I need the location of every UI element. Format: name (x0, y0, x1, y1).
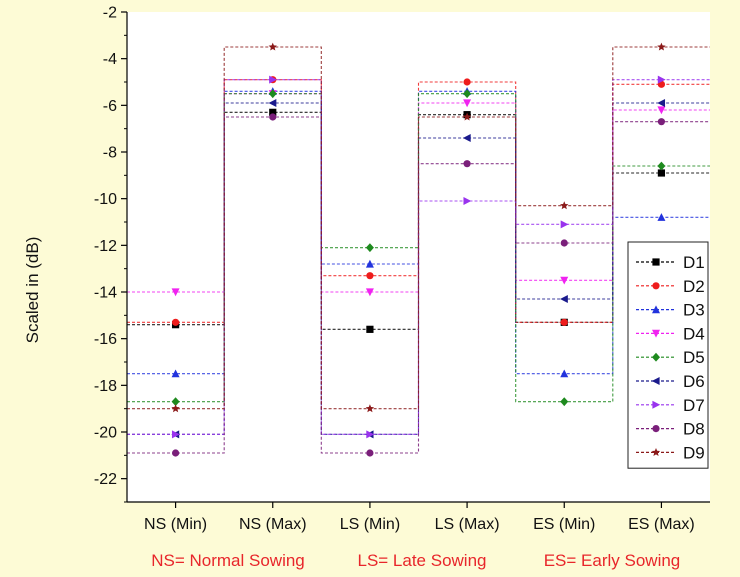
legend-marker-d6 (651, 377, 660, 385)
legend-marker-d3 (652, 305, 660, 314)
legend-marker-d9 (651, 448, 661, 456)
point-d2-4 (463, 78, 471, 86)
point-d7-4 (463, 197, 472, 205)
point-d7-1 (171, 430, 180, 439)
point-d9-3 (365, 404, 375, 413)
point-d4-1 (171, 288, 180, 297)
footnote-2: LS= Late Sowing (357, 551, 486, 570)
y-tick-label: -16 (94, 331, 117, 348)
point-d7-5 (560, 220, 569, 229)
point-d1-6 (657, 169, 666, 177)
legend-label-d6: D6 (683, 372, 705, 391)
y-tick-label: -20 (94, 425, 117, 442)
point-d7-6 (657, 75, 666, 84)
point-d4-3 (365, 288, 374, 297)
legend-label-d7: D7 (683, 396, 705, 415)
point-d5-3 (365, 243, 374, 253)
legend-marker-d8 (652, 425, 660, 433)
legend-marker-d1 (652, 258, 660, 266)
footnotes: NS= Normal Sowing LS= Late Sowing ES= Earl… (151, 551, 680, 570)
series-lines (127, 12, 710, 502)
point-d3-5 (560, 369, 569, 378)
x-tick-label: LS (Max) (435, 516, 500, 533)
point-d4-5 (560, 276, 569, 285)
y-tick-label: -4 (103, 51, 117, 68)
x-tick-label: ES (Max) (628, 516, 695, 533)
legend-label-d4: D4 (683, 324, 705, 343)
point-d8-1 (171, 449, 180, 457)
point-d6-2 (268, 99, 277, 107)
point-d9-4 (462, 112, 472, 121)
point-d1-2 (269, 108, 277, 116)
point-d8-3 (366, 449, 374, 457)
legend-label-d9: D9 (683, 443, 705, 462)
y-tick-label: -18 (94, 378, 117, 395)
legend-marker-d2 (652, 282, 660, 290)
point-d9-2 (268, 42, 277, 51)
y-tick-label: -12 (94, 238, 117, 255)
x-tick-label: LS (Min) (340, 516, 400, 533)
y-axis: -2 -4 -6 -8 -10 -12 -14 -16 -18 -20 -22 (94, 5, 128, 503)
point-d5-6 (657, 161, 666, 171)
point-d3-6 (657, 213, 666, 221)
point-d3-1 (171, 369, 180, 378)
point-d3-3 (365, 259, 374, 268)
x-tick-label: ES (Min) (533, 516, 595, 533)
legend-label-d5: D5 (683, 348, 705, 367)
point-d9-1 (171, 404, 180, 413)
footnote-1: NS= Normal Sowing (151, 551, 305, 570)
point-d1-3 (366, 325, 374, 333)
y-tick-label: -14 (94, 285, 117, 302)
legend-label-d1: D1 (683, 253, 705, 272)
point-d4-4 (463, 99, 472, 108)
point-d9-5 (560, 201, 569, 210)
footnote-3: ES= Early Sowing (544, 551, 681, 570)
point-d8-2 (269, 113, 277, 121)
point-d4-6 (657, 106, 666, 115)
point-d9-6 (657, 42, 666, 51)
point-d8-6 (657, 118, 666, 126)
point-d2-5 (560, 318, 568, 326)
point-d8-4 (463, 160, 471, 168)
x-tick-label: NS (Min) (144, 516, 207, 533)
y-tick-label: -2 (103, 5, 117, 22)
point-d6-6 (657, 99, 666, 107)
point-d5-1 (171, 397, 180, 407)
x-axis: NS (Min) NS (Max) LS (Min) LS (Max) ES (Min)… (127, 501, 710, 533)
point-d8-5 (560, 239, 568, 247)
point-d5-5 (560, 397, 569, 407)
y-tick-label: -6 (103, 98, 117, 115)
series-line-d9 (127, 46, 710, 410)
series-markers (171, 42, 666, 457)
y-axis-title: Scaled in (dB) (23, 237, 42, 344)
point-d2-1 (171, 318, 180, 326)
legend-label-d2: D2 (683, 277, 705, 296)
y-tick-label: -10 (94, 191, 117, 208)
point-d5-2 (268, 89, 277, 99)
legend-label-d3: D3 (683, 301, 705, 320)
y-tick-label: -22 (94, 471, 117, 488)
point-d7-3 (366, 430, 375, 439)
legend-box (627, 241, 709, 469)
legend-marker-d4 (652, 329, 660, 338)
point-d7-2 (269, 75, 277, 84)
legend-marker-d5 (652, 352, 660, 362)
point-d6-4 (462, 134, 471, 142)
point-d6-5 (560, 295, 568, 303)
legend-label-d8: D8 (683, 420, 705, 439)
y-tick-label: -8 (103, 145, 117, 162)
point-d2-3 (366, 272, 374, 280)
x-tick-label: NS (Max) (239, 516, 307, 533)
point-d5-4 (463, 89, 472, 99)
legend: D1 D2 D3 D4 D5 D6 D7 D8 D9 (627, 241, 709, 469)
legend-marker-d7 (652, 400, 661, 409)
